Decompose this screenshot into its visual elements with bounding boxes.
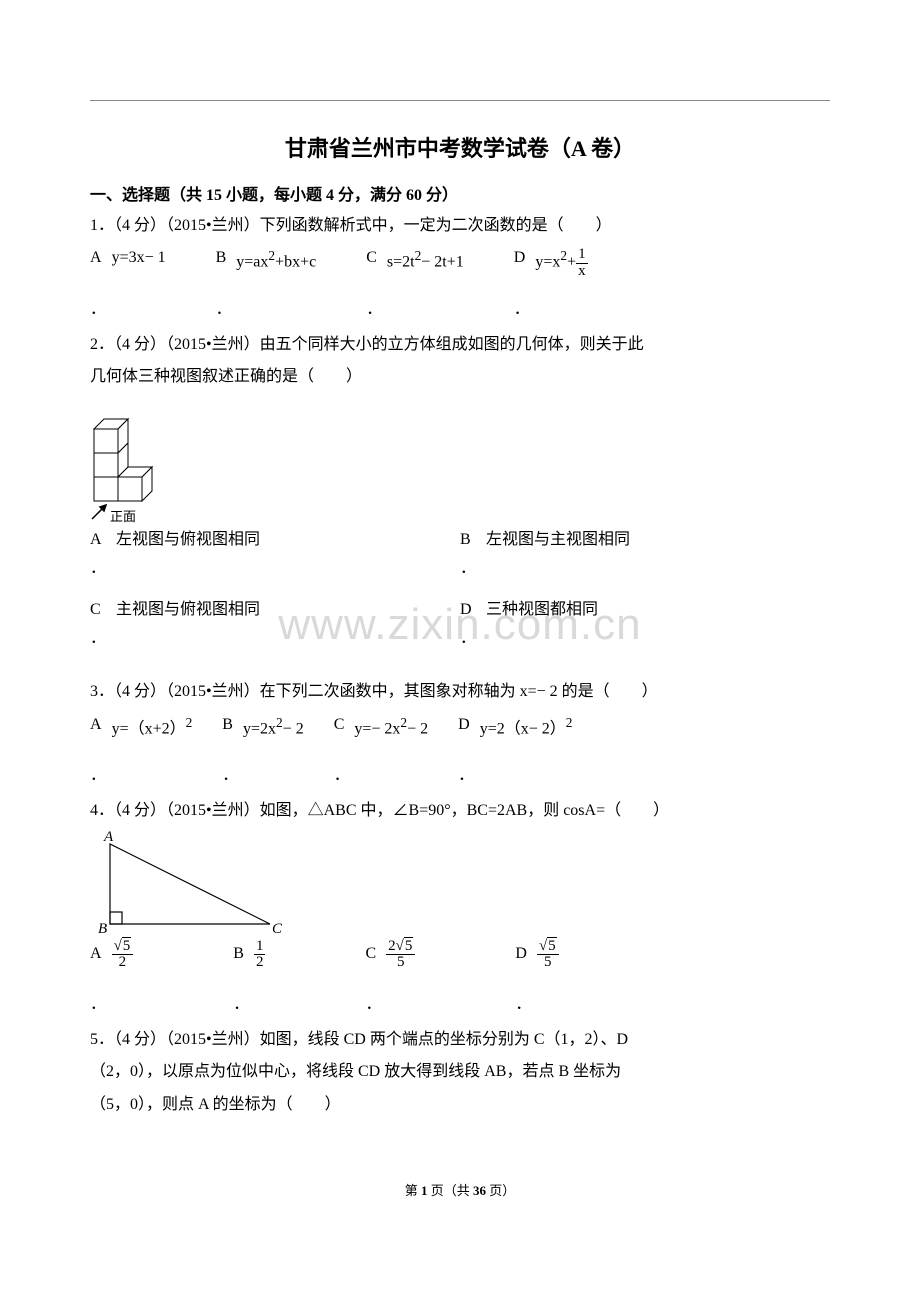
option-dot: ． — [366, 302, 387, 318]
page-title: 甘肃省兰州市中考数学试卷（A 卷） — [90, 131, 830, 163]
q4-option-c: C ． 2√55 — [365, 939, 415, 1013]
q4-a-content: √52 — [112, 939, 134, 972]
option-dot: ． — [460, 561, 476, 577]
option-dot: ． — [90, 768, 112, 784]
option-dot: ． — [90, 997, 112, 1013]
svg-text:B: B — [98, 921, 107, 937]
option-label-b: B — [233, 939, 244, 969]
section-heading: 一、选择题（共 15 小题，每小题 4 分，满分 60 分） — [90, 181, 830, 205]
q4-option-b: B ． 12 — [233, 939, 265, 1013]
option-dot: ． — [514, 302, 536, 318]
q1-option-b: B ． y=ax2+bx+c — [216, 243, 317, 317]
q3-b-content: y=2x2− 2 — [243, 710, 304, 745]
q1-c-content: s=2t2− 2t+1 — [387, 243, 464, 278]
option-dot: ． — [460, 631, 476, 647]
option-label-d: D — [515, 939, 527, 969]
q3-option-b: B ． y=2x2− 2 — [222, 710, 303, 784]
option-dot: ． — [222, 768, 243, 784]
question-4: 4．（4 分）（2015•兰州）如图，△ABC 中，∠B=90°，BC=2AB，… — [90, 796, 830, 1013]
page-footer: 第 1 页（共 36 页） — [90, 1180, 830, 1229]
option-dot: ． — [334, 768, 355, 784]
option-dot: ． — [458, 768, 480, 784]
option-dot: ． — [233, 997, 254, 1013]
q2-a-content: 左视图与俯视图相同 — [116, 525, 260, 555]
q4-option-a: A ． √52 — [90, 939, 133, 1013]
q4-option-d: D ． √55 — [515, 939, 558, 1013]
option-label-c: C — [90, 595, 106, 625]
q1-text: 1．（4 分）（2015•兰州）下列函数解析式中，一定为二次函数的是（ ） — [90, 211, 830, 241]
option-label-d: D — [514, 243, 526, 273]
option-label-a: A — [90, 710, 102, 740]
question-5: 5．（4 分）（2015•兰州）如图，线段 CD 两个端点的坐标分别为 C（1，… — [90, 1025, 830, 1120]
q3-c-content: y=− 2x2− 2 — [354, 710, 428, 745]
q4-b-content: 12 — [254, 939, 266, 972]
q5-text-line2: （2，0），以原点为位似中心，将线段 CD 放大得到线段 AB，若点 B 坐标为 — [90, 1057, 830, 1087]
option-label-a: A — [90, 939, 102, 969]
option-label-c: C — [366, 243, 377, 273]
q2-option-b: B ． 左视图与主视图相同 — [460, 525, 830, 577]
option-label-d: D — [460, 595, 476, 625]
option-dot: ． — [90, 561, 106, 577]
q5-text-line3: （5，0），则点 A 的坐标为（ ） — [90, 1090, 830, 1120]
svg-text:A: A — [103, 829, 114, 845]
q1-option-d: D ． y=x2+1x — [514, 243, 588, 317]
question-3: 3．（4 分）（2015•兰州）在下列二次函数中，其图象对称轴为 x=− 2 的… — [90, 677, 830, 784]
q2-figure: 正面 — [90, 395, 830, 525]
option-label-c: C — [334, 710, 345, 740]
q4-text: 4．（4 分）（2015•兰州）如图，△ABC 中，∠B=90°，BC=2AB，… — [90, 796, 830, 826]
option-label-b: B — [222, 710, 233, 740]
q1-a-content: y=3x− 1 — [112, 243, 166, 273]
q2-option-a: A ． 左视图与俯视图相同 — [90, 525, 460, 577]
q2-text-line2: 几何体三种视图叙述正确的是（ ） — [90, 362, 830, 392]
q3-a-content: y=（x+2）2 — [112, 710, 193, 745]
q2-option-d: D ． 三种视图都相同 — [460, 595, 830, 647]
q3-option-a: A ． y=（x+2）2 — [90, 710, 192, 784]
q3-option-d: D ． y=2（x− 2）2 — [458, 710, 572, 784]
q5-text-line1: 5．（4 分）（2015•兰州）如图，线段 CD 两个端点的坐标分别为 C（1，… — [90, 1025, 830, 1055]
q3-d-content: y=2（x− 2）2 — [480, 710, 573, 745]
option-label-d: D — [458, 710, 470, 740]
q1-option-c: C ． s=2t2− 2t+1 — [366, 243, 464, 317]
option-dot: ． — [90, 302, 112, 318]
question-1: 1．（4 分）（2015•兰州）下列函数解析式中，一定为二次函数的是（ ） A … — [90, 211, 830, 318]
question-2: 2．（4 分）（2015•兰州）由五个同样大小的立方体组成如图的几何体，则关于此… — [90, 330, 830, 666]
option-label-a: A — [90, 525, 106, 555]
q2-option-c: C ． 主视图与俯视图相同 — [90, 595, 460, 647]
q4-d-content: √55 — [537, 939, 559, 972]
option-dot: ． — [216, 302, 237, 318]
q1-b-content: y=ax2+bx+c — [236, 243, 316, 278]
top-rule — [90, 100, 830, 101]
q2-b-content: 左视图与主视图相同 — [486, 525, 630, 555]
q4-c-content: 2√55 — [386, 939, 415, 972]
option-label-c: C — [365, 939, 376, 969]
option-label-a: A — [90, 243, 102, 273]
option-dot: ． — [365, 997, 386, 1013]
q3-text: 3．（4 分）（2015•兰州）在下列二次函数中，其图象对称轴为 x=− 2 的… — [90, 677, 830, 707]
option-label-b: B — [216, 243, 227, 273]
option-label-b: B — [460, 525, 476, 555]
q3-option-c: C ． y=− 2x2− 2 — [334, 710, 428, 784]
svg-text:C: C — [272, 921, 283, 937]
q4-figure: A B C — [90, 829, 830, 939]
q1-option-a: A ． y=3x− 1 — [90, 243, 166, 317]
option-dot: ． — [515, 997, 537, 1013]
q2-text-line1: 2．（4 分）（2015•兰州）由五个同样大小的立方体组成如图的几何体，则关于此 — [90, 330, 830, 360]
q2-d-content: 三种视图都相同 — [486, 595, 598, 625]
svg-text:正面: 正面 — [110, 509, 136, 524]
q1-d-content: y=x2+1x — [535, 243, 587, 279]
option-dot: ． — [90, 631, 106, 647]
q2-c-content: 主视图与俯视图相同 — [116, 595, 260, 625]
